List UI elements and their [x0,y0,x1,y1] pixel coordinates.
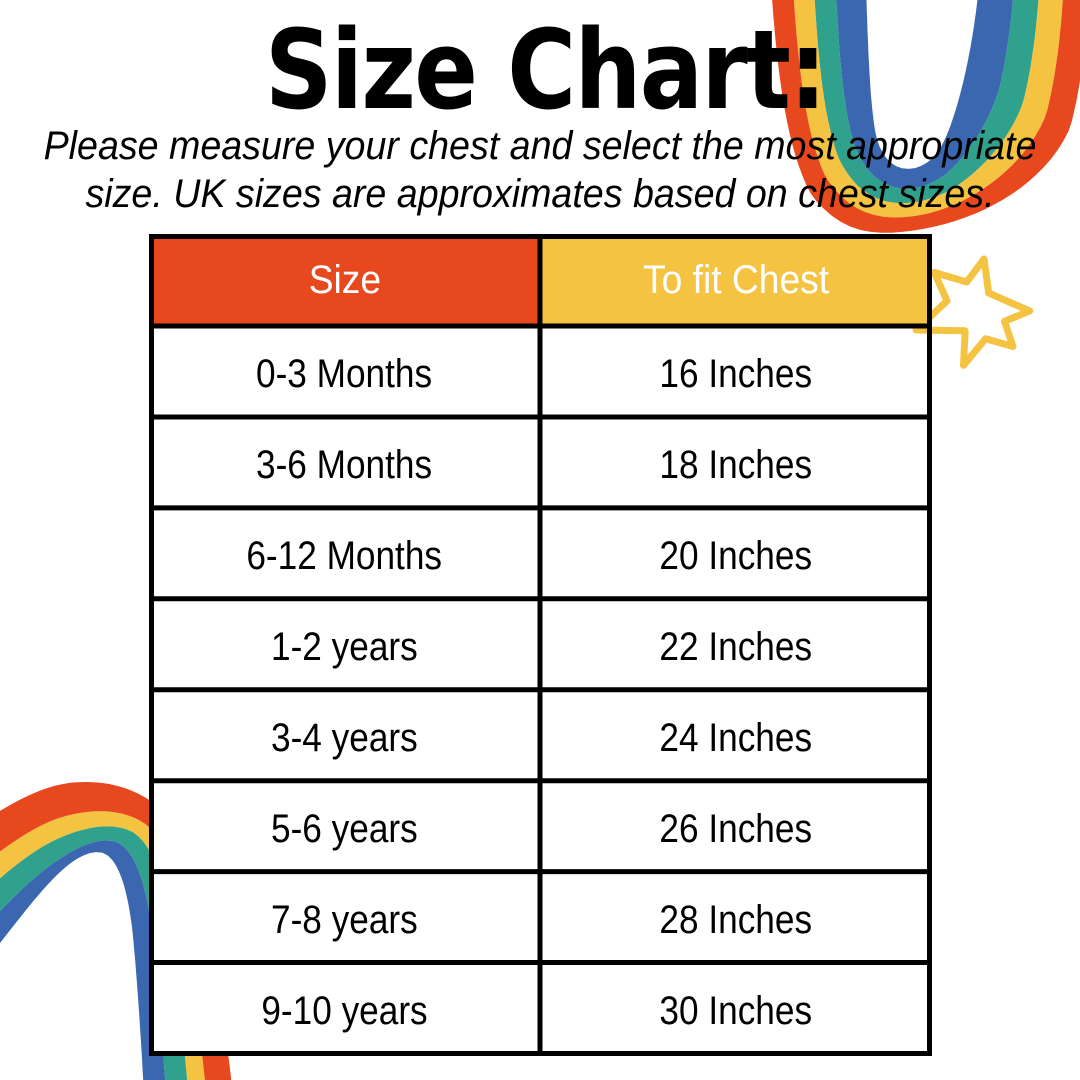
chest-cell-text: 20 Inches [659,533,813,578]
chest-cell: 26 Inches [540,781,932,872]
size-cell-text: 9-10 years [261,988,428,1033]
rainbow-band-blue [836,0,1013,189]
size-column-header: Size [149,234,540,326]
size-cell-text: 6-12 Months [246,533,443,578]
chest-cell-text: 30 Inches [659,988,813,1033]
chest-cell: 16 Inches [540,326,932,417]
chest-cell: 24 Inches [540,690,932,781]
size-header-background [149,234,540,326]
size-cell: 9-10 years [149,963,540,1054]
chest-cell: 30 Inches [540,963,932,1054]
size-cell-text: 0-3 Months [256,351,433,396]
chest-cell-text: 28 Inches [659,897,813,942]
chest-cell-text: 26 Inches [659,806,813,851]
size-cell: 0-3 Months [149,326,540,417]
chest-cell-text: 16 Inches [659,351,813,396]
subtitle-line-1: Please measure your chest and select the… [43,124,1037,168]
size-cell-text: 1-2 years [271,624,418,669]
rainbow-band-teal [814,0,1039,204]
star-icon [912,255,1034,369]
size-cell: 3-4 years [149,690,540,781]
rainbow-band-yellow [793,0,1063,218]
chest-cell: 18 Inches [540,417,932,508]
chest-cell-text: 18 Inches [659,442,813,487]
subtitle-line-2: size. UK sizes are approximates based on… [85,172,995,216]
chest-cell: 28 Inches [540,872,932,963]
size-cell-text: 5-6 years [271,806,418,851]
rainbow-band-yellow [0,811,205,1080]
chest-header-background [540,234,932,326]
chest-cell: 20 Inches [540,508,932,599]
chest-cell: 22 Inches [540,599,932,690]
size-cell: 5-6 years [149,781,540,872]
size-header-text: Size [308,257,381,302]
rainbow-band-blue [0,840,166,1080]
size-cell-text: 3-4 years [271,715,418,760]
size-cell-text: 7-8 years [271,897,418,942]
rainbow-band-red [772,0,1080,233]
chest-cell-text: 24 Inches [659,715,813,760]
size-cell-text: 3-6 Months [256,442,433,487]
size-cell: 7-8 years [149,872,540,963]
chest-header-text: To fit Chest [642,257,830,302]
page-subtitle: Please measure your chest and select the… [32,122,1047,218]
page-title: Size Chart: [264,6,827,134]
size-cell: 1-2 years [149,599,540,690]
size-cell: 3-6 Months [149,417,540,508]
chest-column-header: To fit Chest [540,234,932,326]
size-cell: 6-12 Months [149,508,540,599]
rainbow-top-right-icon [772,0,1080,233]
chest-cell-text: 22 Inches [659,624,813,669]
